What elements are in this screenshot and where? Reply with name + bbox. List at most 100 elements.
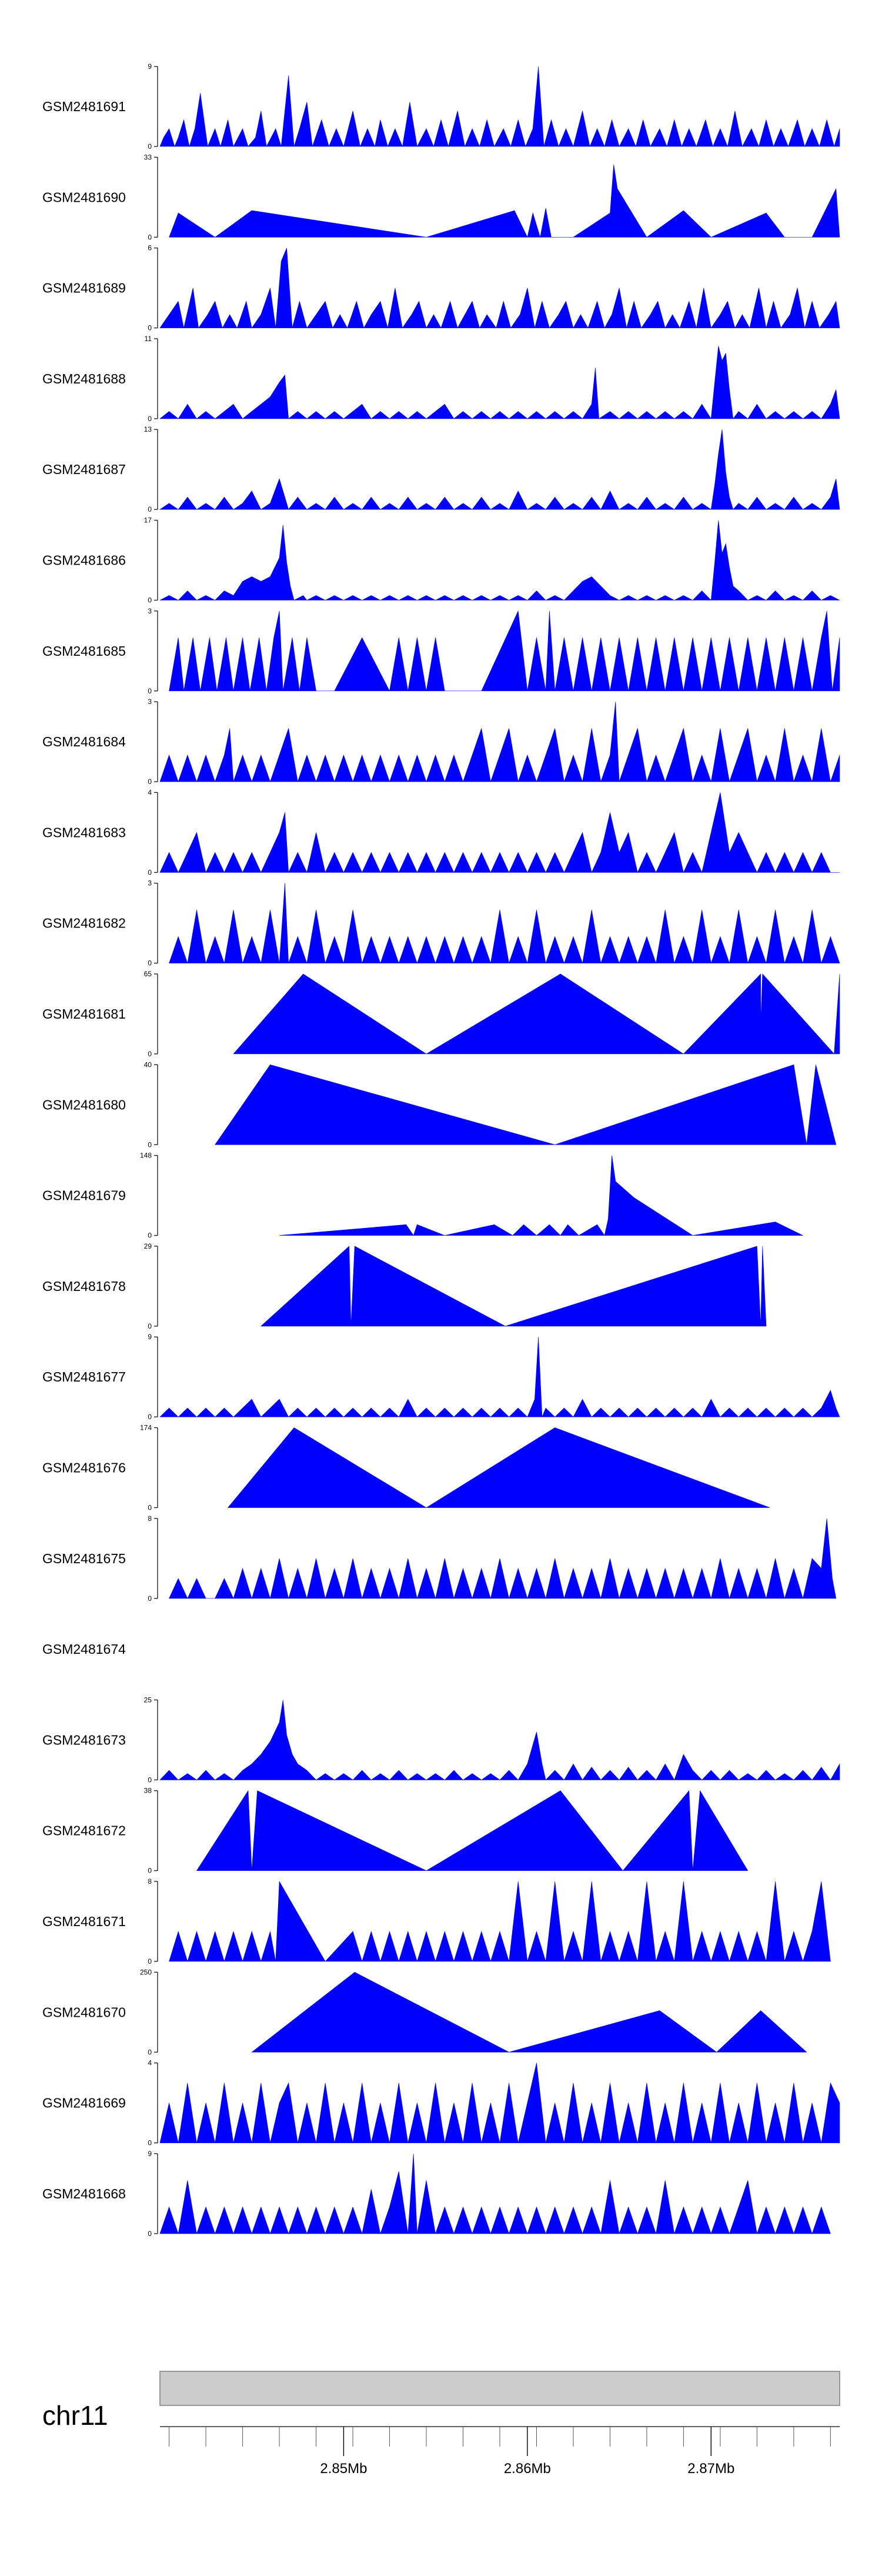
signal-area [159,248,840,329]
signal-area [159,1700,840,1781]
signal-area [233,973,840,1055]
signal-area [279,1155,803,1236]
track-GSM2481678: GSM2481678 29 0 [42,1242,767,1330]
track-name-label: GSM2481681 [42,1006,126,1022]
track-name-label: GSM2481682 [42,916,126,931]
y-tick-label-max: 3 [148,879,152,887]
track-GSM2481691: GSM2481691 9 0 [42,62,840,151]
y-tick-label-max: 11 [145,335,152,343]
track-GSM2481674: GSM2481674 [42,1641,126,1657]
y-tick-label-max: 8 [148,1877,152,1886]
y-tick-label-max: 8 [148,1514,152,1523]
track-name-label: GSM2481676 [42,1460,126,1476]
track-name-label: GSM2481691 [42,99,126,114]
y-tick-label-max: 4 [148,788,152,796]
y-tick-label-max: 13 [144,425,152,433]
track-GSM2481690: GSM2481690 33 0 [42,153,840,241]
y-tick-label-min: 0 [148,324,152,332]
track-name-label: GSM2481678 [42,1279,126,1294]
y-tick-label-max: 29 [144,1242,152,1250]
track-name-label: GSM2481688 [42,371,126,386]
y-tick-label-max: 250 [140,1968,152,1976]
signal-area [159,702,840,783]
track-name-label: GSM2481672 [42,1823,126,1838]
signal-area [169,883,840,964]
track-GSM2481687: GSM2481687 13 0 [42,425,840,513]
track-GSM2481677: GSM2481677 9 0 [42,1333,840,1421]
y-tick-label-min: 0 [148,868,152,876]
track-GSM2481672: GSM2481672 38 0 [42,1787,749,1875]
y-tick-label-min: 0 [148,1867,152,1875]
chromosome-label: chr11 [42,2400,108,2431]
y-tick-label-max: 148 [140,1152,152,1160]
y-tick-label-min: 0 [148,1504,152,1512]
track-GSM2481675: GSM2481675 8 0 [42,1514,837,1603]
track-name-label: GSM2481684 [42,734,126,749]
y-tick-label-min: 0 [148,2048,152,2056]
y-tick-label-min: 0 [148,1140,152,1149]
genome-tick-label: 2.86Mb [504,2461,551,2477]
signal-area [227,1427,770,1508]
genome-axis: 2.85Mb 2.86Mb 2.87Mb [159,2371,840,2477]
track-GSM2481680: GSM2481680 40 0 [42,1060,837,1149]
signal-area [260,1246,767,1327]
y-tick-label-max: 65 [144,970,152,978]
signal-area [159,520,840,601]
track-name-label: GSM2481686 [42,553,126,568]
track-GSM2481688: GSM2481688 11 0 [42,335,840,423]
track-GSM2481682: GSM2481682 3 0 [42,879,840,967]
signal-area [159,429,840,510]
y-tick-label-max: 3 [148,607,152,615]
track-name-label: GSM2481671 [42,1914,126,1929]
y-tick-label-min: 0 [148,2139,152,2147]
track-GSM2481676: GSM2481676 174 0 [42,1424,770,1512]
y-tick-label-min: 0 [148,142,152,151]
y-tick-label-max: 174 [140,1424,152,1432]
track-name-label: GSM2481683 [42,825,126,840]
signal-area [159,66,840,148]
genome-tick-label: 2.87Mb [687,2461,734,2477]
signal-area [159,2063,840,2143]
y-tick-label-min: 0 [148,596,152,605]
y-tick-label-max: 25 [144,1696,152,1704]
y-tick-label-min: 0 [148,1322,152,1330]
chromosome-ideogram [159,2371,840,2406]
signal-area [169,1880,831,1963]
signal-area [169,1518,837,1599]
track-name-label: GSM2481680 [42,1097,126,1112]
signal-area [251,1971,807,2053]
y-tick-label-max: 9 [148,62,152,71]
track-name-label: GSM2481673 [42,1732,126,1747]
y-tick-label-max: 17 [144,516,152,525]
y-tick-label-min: 0 [148,778,152,786]
y-tick-label-max: 6 [148,244,152,252]
signal-area [169,610,840,692]
y-tick-label-min: 0 [148,687,152,695]
y-tick-label-min: 0 [148,1050,152,1058]
y-tick-label-max: 40 [144,1060,152,1069]
signal-area [159,2153,831,2235]
track-GSM2481669: GSM2481669 4 0 [42,2059,840,2147]
track-GSM2481685: GSM2481685 3 0 [42,607,840,695]
y-tick-label-max: 33 [144,153,152,161]
track-name-label: GSM2481689 [42,281,126,296]
y-tick-label-min: 0 [148,415,152,423]
track-GSM2481668: GSM2481668 9 0 [42,2150,831,2238]
genome-tick-label: 2.85Mb [320,2461,367,2477]
track-name-label: GSM2481674 [42,1641,126,1657]
track-GSM2481673: GSM2481673 25 0 [42,1696,840,1784]
y-tick-label-min: 0 [148,1232,152,1240]
track-name-label: GSM2481668 [42,2186,126,2201]
signal-area [159,1337,840,1417]
track-GSM2481686: GSM2481686 17 0 [42,516,840,605]
y-tick-label-max: 9 [148,2150,152,2158]
y-tick-label-max: 9 [148,1333,152,1341]
track-name-label: GSM2481670 [42,2004,126,2020]
y-tick-label-min: 0 [148,2230,152,2238]
y-tick-label-min: 0 [148,1776,152,1784]
y-tick-label-max: 38 [144,1787,152,1795]
y-tick-label-max: 3 [148,698,152,706]
y-tick-label-min: 0 [148,505,152,513]
track-GSM2481681: GSM2481681 65 0 [42,970,840,1058]
